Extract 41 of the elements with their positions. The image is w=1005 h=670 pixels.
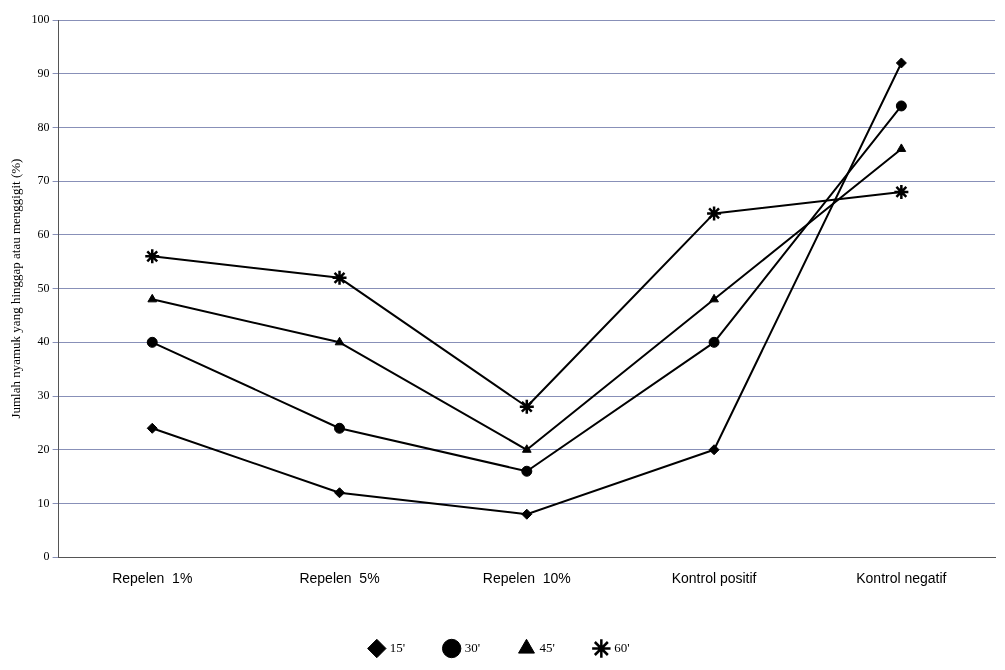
point (895, 57, 907, 69)
legend-label: 15' (389, 639, 406, 655)
y-tick-label: 80 (37, 119, 50, 134)
x-tick-label: Repelen 5% (299, 570, 380, 587)
point (146, 422, 158, 434)
point (331, 269, 348, 287)
y-tick-label: 10 (37, 495, 50, 510)
y-tick-label: 70 (37, 173, 50, 188)
legend-label: 60' (614, 639, 630, 655)
point (705, 205, 723, 222)
point (708, 444, 720, 456)
y-tick-label: 40 (37, 334, 50, 349)
point (895, 100, 907, 112)
y-tick-label: 30 (37, 388, 50, 403)
y-tick-label: 50 (37, 280, 50, 295)
point (521, 508, 533, 520)
x-tick-label: Kontrol positif (671, 570, 757, 587)
x-tick-label: Kontrol negatif (856, 570, 947, 587)
legend-label: 30' (464, 639, 480, 655)
y-axis-title: Jumlah nyamuk yang hinggap atau menggigit (%) (8, 158, 24, 419)
point (334, 487, 346, 499)
y-tick-label: 20 (37, 441, 50, 456)
point (521, 465, 533, 477)
point (143, 248, 161, 265)
point (709, 293, 719, 303)
y-tick-label: 0 (43, 549, 50, 564)
point (146, 336, 158, 348)
point (708, 336, 720, 348)
y-tick-label: 90 (37, 65, 50, 80)
x-tick-label: Repelen 10% (482, 570, 571, 587)
point (518, 398, 536, 416)
point (334, 336, 345, 346)
point (521, 444, 532, 453)
point (334, 422, 346, 434)
y-tick-label: 60 (37, 227, 50, 242)
point (893, 183, 910, 201)
x-tick-label: Repelen 1% (112, 570, 193, 587)
legend-label: 45' (539, 639, 555, 655)
y-tick-label: 100 (31, 12, 50, 27)
point (896, 143, 907, 152)
point (147, 293, 158, 303)
